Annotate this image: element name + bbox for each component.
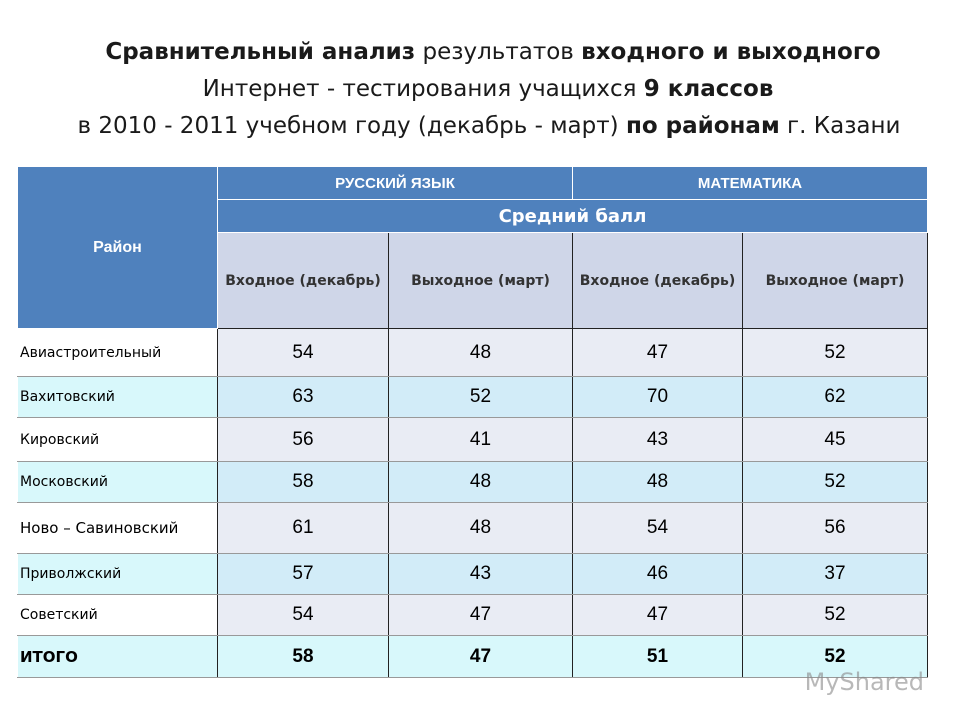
title-line-1: Сравнительный анализ результатов входног… <box>105 39 881 65</box>
cell-value: 52 <box>388 376 573 418</box>
district-name: Вахитовский <box>17 376 218 418</box>
cell-value: 47 <box>572 328 743 377</box>
cell-value: 46 <box>572 553 743 595</box>
table-row: Авиастроительный 54 48 47 52 <box>17 328 928 377</box>
title-line-2: Интернет - тестирования учащихся 9 класс… <box>202 76 774 102</box>
table-row: Приволжский 57 43 46 37 <box>17 553 928 595</box>
cell-value: 48 <box>388 328 573 377</box>
cell-value: 61 <box>217 502 389 554</box>
slide-title: Сравнительный анализ результатов входног… <box>0 34 960 145</box>
cell-value: 56 <box>742 502 928 554</box>
table-row: Ново – Савиновский 61 48 54 56 <box>17 502 928 554</box>
district-name: Московский <box>17 461 218 503</box>
results-table: Район РУССКИЙ ЯЗЫК МАТЕМАТИКА Средний ба… <box>17 166 928 678</box>
watermark-logo: MyShared <box>805 668 924 696</box>
district-name: Приволжский <box>17 553 218 595</box>
subheader-russian-input: Входное (декабрь) <box>217 232 389 329</box>
cell-value: 48 <box>388 461 573 503</box>
header-average-score: Средний балл <box>217 199 928 233</box>
cell-value: 62 <box>742 376 928 418</box>
subheader-math-input: Входное (декабрь) <box>572 232 743 329</box>
cell-value: 63 <box>217 376 389 418</box>
watermark-text: MyShared <box>804 668 924 696</box>
district-name: Кировский <box>17 417 218 462</box>
cell-value: 47 <box>388 594 573 636</box>
cell-value: 54 <box>217 594 389 636</box>
cell-value: 52 <box>742 635 928 678</box>
district-name: Авиастроительный <box>17 328 218 377</box>
cell-value: 52 <box>742 328 928 377</box>
cell-value: 51 <box>572 635 743 678</box>
table-row: Советский 54 47 47 52 <box>17 594 928 636</box>
subheader-russian-output: Выходное (март) <box>388 232 573 329</box>
cell-value: 58 <box>217 635 389 678</box>
cell-value: 45 <box>742 417 928 462</box>
cell-value: 37 <box>742 553 928 595</box>
cell-value: 57 <box>217 553 389 595</box>
cell-value: 70 <box>572 376 743 418</box>
table-row: Вахитовский 63 52 70 62 <box>17 376 928 418</box>
header-rayon: Район <box>17 166 218 329</box>
cell-value: 43 <box>388 553 573 595</box>
cell-value: 47 <box>572 594 743 636</box>
header-math: МАТЕМАТИКА <box>572 166 928 200</box>
title-line-3: в 2010 - 2011 учебном году (декабрь - ма… <box>77 113 901 139</box>
cell-value: 48 <box>388 502 573 554</box>
cell-value: 56 <box>217 417 389 462</box>
header-russian: РУССКИЙ ЯЗЫК <box>217 166 573 200</box>
subheader-math-output: Выходное (март) <box>742 232 928 329</box>
cell-value: 43 <box>572 417 743 462</box>
district-name: Ново – Савиновский <box>17 502 218 554</box>
cell-value: 47 <box>388 635 573 678</box>
table-row: Московский 58 48 48 52 <box>17 461 928 503</box>
cell-value: 52 <box>742 594 928 636</box>
table-row: Кировский 56 41 43 45 <box>17 417 928 462</box>
cell-value: 54 <box>217 328 389 377</box>
district-name: Советский <box>17 594 218 636</box>
cell-value: 48 <box>572 461 743 503</box>
total-label: ИТОГО <box>17 635 218 678</box>
table-row-total: ИТОГО 58 47 51 52 <box>17 635 928 678</box>
cell-value: 54 <box>572 502 743 554</box>
cell-value: 58 <box>217 461 389 503</box>
cell-value: 41 <box>388 417 573 462</box>
cell-value: 52 <box>742 461 928 503</box>
